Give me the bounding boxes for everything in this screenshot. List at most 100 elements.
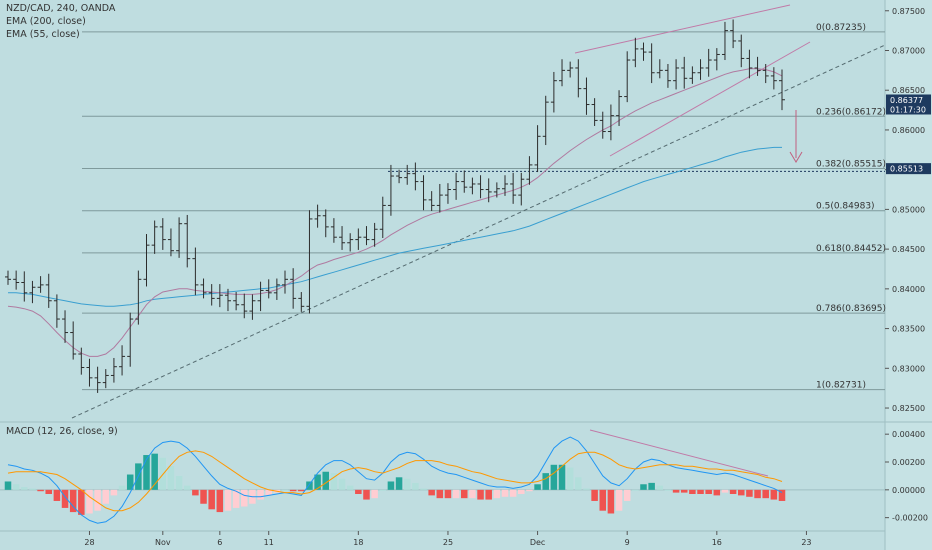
ema200-legend[interactable]: EMA (200, close): [6, 16, 86, 27]
price-bar[interactable]: [436, 183, 443, 213]
price-bar[interactable]: [119, 345, 126, 376]
ema55-line[interactable]: [7, 68, 783, 357]
price-bar[interactable]: [770, 67, 777, 90]
price-bar[interactable]: [444, 183, 451, 204]
price-bar[interactable]: [746, 49, 753, 79]
price-bar[interactable]: [21, 271, 28, 302]
price-bar[interactable]: [184, 214, 191, 268]
price-bar[interactable]: [510, 172, 517, 204]
price-bar[interactable]: [102, 369, 109, 389]
price-bar[interactable]: [127, 312, 134, 367]
price-bar[interactable]: [534, 125, 541, 173]
price-bar[interactable]: [689, 66, 696, 84]
price-bar[interactable]: [347, 233, 354, 252]
price-bar[interactable]: [176, 217, 183, 258]
price-bar[interactable]: [721, 21, 728, 61]
price-bar[interactable]: [664, 64, 671, 88]
price-bar[interactable]: [135, 270, 142, 325]
price-bar[interactable]: [167, 228, 174, 257]
price-bar[interactable]: [616, 90, 623, 126]
channel-lower-trendline[interactable]: [609, 41, 811, 157]
price-bar[interactable]: [45, 273, 52, 308]
price-bar[interactable]: [387, 164, 394, 216]
price-bar[interactable]: [265, 279, 272, 299]
price-bar[interactable]: [493, 182, 500, 198]
price-bar[interactable]: [599, 111, 606, 139]
price-bar[interactable]: [624, 51, 631, 103]
price-bar[interactable]: [110, 357, 117, 383]
price-bar[interactable]: [159, 218, 166, 250]
channel-upper-trendline[interactable]: [574, 4, 791, 54]
price-bar[interactable]: [282, 270, 289, 294]
price-bar[interactable]: [379, 196, 386, 238]
price-bar[interactable]: [78, 347, 85, 375]
price-bar[interactable]: [208, 284, 215, 306]
price-bar[interactable]: [591, 98, 598, 126]
price-bar[interactable]: [273, 278, 280, 300]
price-bar[interactable]: [779, 69, 785, 111]
price-bar[interactable]: [583, 77, 590, 115]
price-bar[interactable]: [396, 169, 403, 184]
price-bar[interactable]: [575, 59, 582, 98]
price-bar[interactable]: [306, 210, 313, 314]
price-bar[interactable]: [371, 222, 378, 247]
price-bar[interactable]: [559, 59, 566, 87]
macd-signal-line[interactable]: [7, 450, 783, 512]
price-bar[interactable]: [550, 71, 557, 113]
price-bar[interactable]: [754, 56, 761, 76]
price-bar[interactable]: [673, 59, 680, 90]
price-bar[interactable]: [632, 37, 639, 68]
price-bar[interactable]: [143, 234, 150, 287]
price-bar[interactable]: [469, 177, 476, 195]
price-bar[interactable]: [314, 204, 321, 228]
price-bar[interactable]: [363, 226, 370, 246]
price-bar[interactable]: [216, 284, 223, 308]
macd-line[interactable]: [7, 436, 783, 524]
price-bar[interactable]: [420, 175, 427, 211]
price-bar[interactable]: [94, 366, 101, 393]
price-bar[interactable]: [477, 175, 484, 199]
macd-divergence-line[interactable]: [589, 429, 769, 477]
price-bar[interactable]: [526, 156, 533, 185]
price-bar[interactable]: [404, 164, 411, 185]
price-bar[interactable]: [713, 48, 720, 71]
price-bar[interactable]: [257, 281, 264, 312]
price-bar[interactable]: [192, 247, 199, 296]
price-bar[interactable]: [518, 172, 525, 206]
price-bar[interactable]: [730, 19, 737, 49]
price-bar[interactable]: [151, 220, 158, 254]
price-bar[interactable]: [200, 278, 207, 299]
price-bar[interactable]: [5, 270, 11, 285]
price-bar[interactable]: [738, 34, 745, 68]
price-bar[interactable]: [648, 43, 655, 84]
price-bar[interactable]: [29, 280, 36, 304]
price-bar[interactable]: [412, 162, 419, 191]
price-bar[interactable]: [453, 172, 460, 200]
price-bar[interactable]: [461, 170, 468, 193]
price-bar[interactable]: [70, 321, 77, 360]
price-bar[interactable]: [224, 288, 231, 312]
ema55-legend[interactable]: EMA (55, close): [6, 29, 80, 40]
price-bar[interactable]: [428, 191, 435, 211]
price-bar[interactable]: [37, 276, 44, 293]
price-bar[interactable]: [567, 61, 574, 78]
macd-legend[interactable]: MACD (12, 26, close, 9): [6, 426, 118, 437]
dashed-support-trendline[interactable]: [71, 44, 886, 419]
price-bar[interactable]: [53, 294, 60, 328]
price-bar[interactable]: [542, 95, 549, 146]
price-bar[interactable]: [233, 292, 240, 311]
price-bar[interactable]: [13, 270, 20, 290]
price-bar[interactable]: [62, 310, 69, 343]
price-bar[interactable]: [86, 358, 93, 387]
price-bar[interactable]: [290, 268, 297, 309]
price-bar[interactable]: [697, 59, 704, 80]
price-bar[interactable]: [241, 293, 248, 319]
price-bar[interactable]: [607, 104, 614, 141]
price-bar[interactable]: [485, 178, 492, 203]
price-bar[interactable]: [339, 226, 346, 250]
price-bar[interactable]: [656, 59, 663, 79]
price-bar[interactable]: [298, 292, 305, 312]
price-bar[interactable]: [501, 175, 508, 196]
price-bar[interactable]: [249, 294, 256, 320]
